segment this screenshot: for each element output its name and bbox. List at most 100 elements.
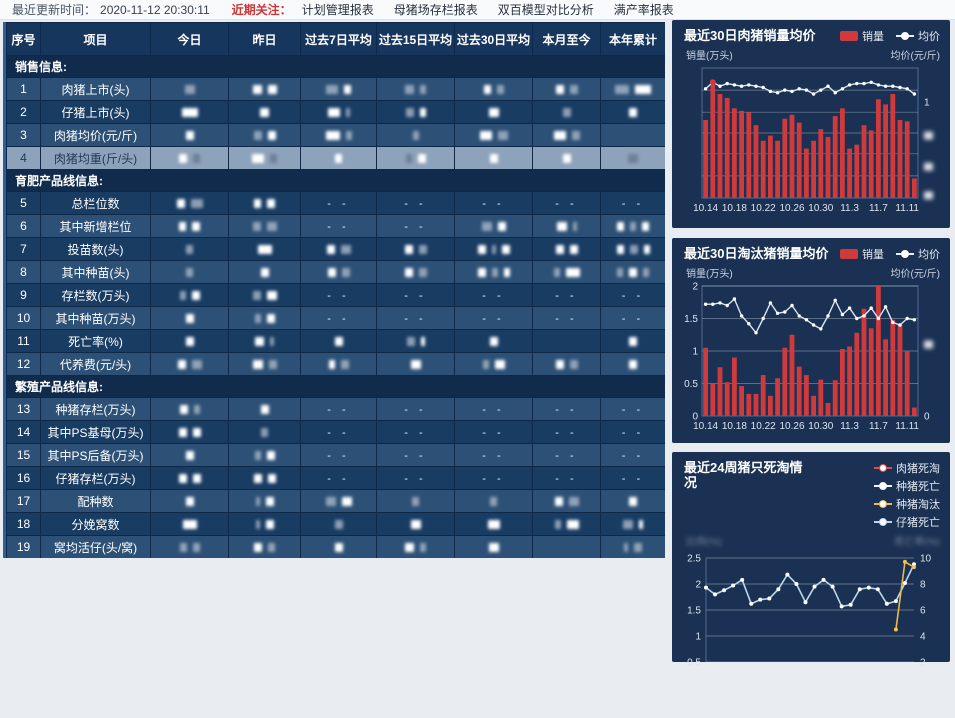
value-cell: - - — [532, 397, 601, 421]
table-row[interactable]: 19 窝均活仔(头/窝) — [6, 535, 665, 558]
report-table-panel: 序号 项目 今日 昨日 过去7日平均 过去15日平均 过去30日平均 本月至今 … — [3, 22, 665, 558]
table-row[interactable]: 6 其中新增栏位 - -- - — [6, 214, 665, 238]
row-label: 其中种苗(头) — [40, 260, 151, 284]
value-cell — [300, 535, 377, 558]
svg-text:10.22: 10.22 — [751, 203, 776, 214]
table-row[interactable]: 2 仔猪上市(头) — [6, 100, 665, 124]
menu-item-capacity-report[interactable]: 满产率报表 — [613, 3, 674, 17]
value-cell — [454, 123, 533, 147]
table-row[interactable]: 8 其中种苗(头) — [6, 260, 665, 284]
chart-legend: 销量 均价 — [840, 28, 940, 44]
value-cell: - - — [454, 443, 533, 467]
value-cell — [228, 214, 301, 238]
legend-item[interactable]: 肉猪死淘 — [874, 460, 940, 476]
svg-text:11.3: 11.3 — [840, 421, 859, 432]
value-cell — [454, 329, 533, 353]
section-row: 繁殖产品线信息: — [6, 375, 665, 398]
legend-item[interactable]: 种猪淘汰 — [874, 496, 940, 512]
row-index: 3 — [6, 123, 41, 147]
value-cell — [150, 123, 229, 147]
table-row[interactable]: 13 种猪存栏(万头) - -- -- -- -- - — [6, 397, 665, 421]
legend-item[interactable]: 种猪死亡 — [874, 478, 940, 494]
svg-text:2: 2 — [920, 658, 926, 669]
table-row[interactable]: 18 分娩窝数 — [6, 512, 665, 536]
section-row: 销售信息: — [6, 55, 665, 78]
value-cell: - - — [376, 466, 455, 490]
value-cell — [150, 352, 229, 376]
value-cell: - - — [532, 283, 601, 307]
bar-line-chart-canvas: 10.14 10.18 10.22 10.26 10.30 11.3 11.7 11.11 2 1… — [684, 282, 933, 432]
legend-item[interactable]: 销量 — [840, 246, 884, 262]
table-row[interactable]: 7 投苗数(头) — [6, 237, 665, 261]
bar-line-chart-canvas: 10.14 10.18 10.22 10.26 10.30 11.3 11.7 11.11 1 — [693, 67, 933, 214]
table-row[interactable]: 15 其中PS后备(万头) - -- -- -- -- - — [6, 443, 665, 467]
svg-text:11.11: 11.11 — [895, 421, 919, 432]
col-header-7day-avg: 过去7日平均 — [300, 22, 377, 56]
value-cell — [228, 123, 301, 147]
topbar: 最近更新时间： 2020-11-12 20:30:11 近期关注： 计划管理报表… — [0, 0, 955, 20]
svg-text:10.30: 10.30 — [808, 421, 833, 432]
value-cell — [376, 352, 455, 376]
table-row[interactable]: 1 肉猪上市(头) — [6, 77, 665, 101]
value-cell: - - — [300, 306, 377, 330]
table-row[interactable]: 10 其中种苗(万头) - -- -- -- -- - — [6, 306, 665, 330]
svg-text:10.30: 10.30 — [808, 203, 833, 214]
table-row[interactable]: 5 总栏位数 - -- -- -- -- - — [6, 191, 665, 215]
svg-text:10.26: 10.26 — [779, 203, 804, 214]
row-label: 投苗数(头) — [40, 237, 151, 261]
value-cell — [532, 237, 601, 261]
menu-item-sow-farm-report[interactable]: 母猪场存栏报表 — [393, 3, 478, 17]
value-cell: - - — [376, 443, 455, 467]
updated-time-label: 最近更新时间： — [12, 3, 97, 17]
table-row[interactable]: 11 死亡率(%) — [6, 329, 665, 353]
value-cell — [376, 237, 455, 261]
table-row[interactable]: 14 其中PS基母(万头) - -- -- -- -- - — [6, 420, 665, 444]
value-cell — [150, 397, 229, 421]
row-index: 5 — [6, 191, 41, 215]
svg-text:2.5: 2.5 — [687, 554, 701, 565]
svg-text:1: 1 — [692, 347, 698, 358]
row-index: 11 — [6, 329, 41, 353]
value-cell — [228, 420, 301, 444]
legend-item[interactable]: 仔猪死亡 — [874, 514, 940, 530]
value-cell — [454, 260, 533, 284]
value-cell: - - — [300, 397, 377, 421]
legend-item[interactable]: 销量 — [840, 28, 884, 44]
table-row[interactable]: 9 存栏数(万头) - -- -- -- -- - — [6, 283, 665, 307]
value-cell: - - — [300, 191, 377, 215]
legend-item[interactable]: 均价 — [896, 246, 940, 262]
legend-item[interactable]: 均价 — [896, 28, 940, 44]
svg-text:10.18: 10.18 — [722, 203, 747, 214]
value-cell — [600, 123, 665, 147]
value-cell — [228, 512, 301, 536]
y-left-axis-label: 销量(万头) — [686, 269, 733, 280]
value-cell — [532, 214, 601, 238]
menu-item-plan-report[interactable]: 计划管理报表 — [301, 3, 374, 17]
value-cell: - - — [600, 443, 665, 467]
value-cell: - - — [600, 283, 665, 307]
svg-text:1: 1 — [924, 97, 930, 108]
value-cell — [376, 489, 455, 513]
svg-text:11.7: 11.7 — [869, 421, 888, 432]
value-cell: - - — [300, 420, 377, 444]
value-cell: - - — [532, 443, 601, 467]
svg-text:4: 4 — [920, 632, 926, 643]
row-index: 10 — [6, 306, 41, 330]
value-cell: - - — [454, 420, 533, 444]
value-cell: - - — [600, 466, 665, 490]
value-cell — [300, 146, 377, 170]
value-cell: - - — [300, 443, 377, 467]
value-cell — [600, 489, 665, 513]
table-row[interactable]: 12 代养费(元/头) — [6, 352, 665, 376]
value-cell — [300, 352, 377, 376]
table-row[interactable]: 3 肉猪均价(元/斤) — [6, 123, 665, 147]
svg-text:11.11: 11.11 — [895, 203, 919, 214]
value-cell — [532, 535, 601, 558]
section-row: 育肥产品线信息: — [6, 169, 665, 192]
table-row[interactable]: 4 肉猪均重(斤/头) — [6, 146, 665, 170]
row-index: 18 — [6, 512, 41, 536]
table-row[interactable]: 17 配种数 — [6, 489, 665, 513]
svg-text:6: 6 — [920, 606, 926, 617]
menu-item-model-compare[interactable]: 双百模型对比分析 — [497, 3, 594, 17]
table-row[interactable]: 16 仔猪存栏(万头) - -- -- -- -- - — [6, 466, 665, 490]
